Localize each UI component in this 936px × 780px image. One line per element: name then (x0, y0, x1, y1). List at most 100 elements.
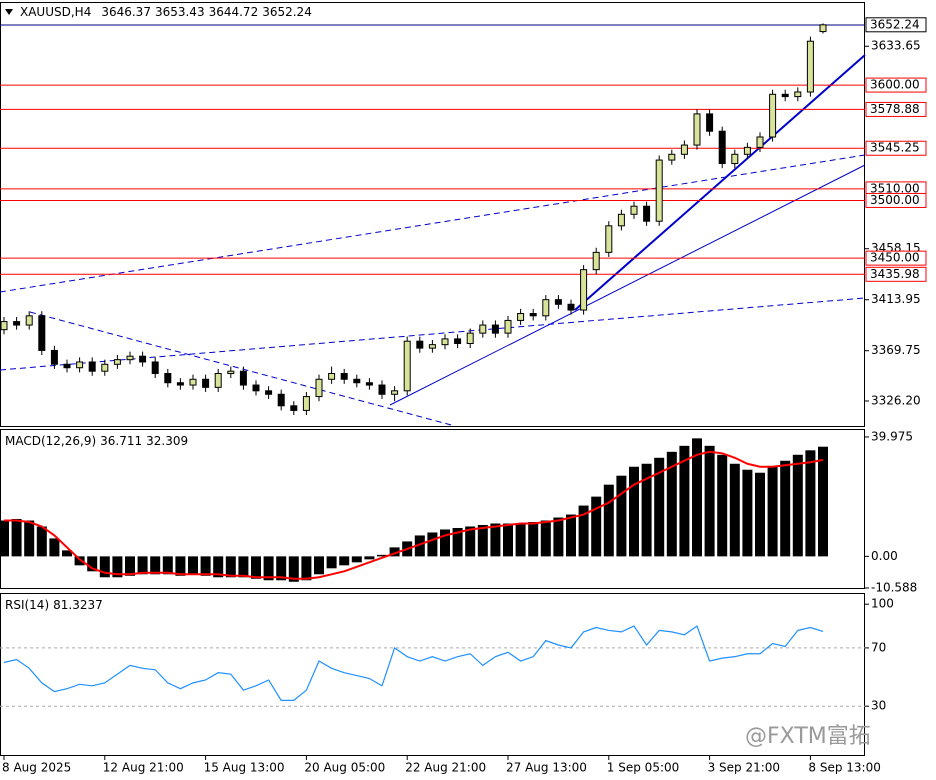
macd-bar (326, 556, 337, 569)
macd-bar (364, 556, 375, 560)
y-tick-label: 30 (871, 699, 886, 713)
candle-body (466, 332, 474, 345)
macd-bar (0, 520, 9, 557)
level-label: 3500.00 (870, 193, 920, 207)
candle-body (819, 24, 827, 33)
low-value: 3644.72 (209, 5, 259, 19)
level-label: 3578.88 (870, 102, 920, 116)
x-tick-label: 8 Sep 13:00 (808, 761, 880, 775)
level-tag (865, 140, 927, 156)
macd-bar (389, 547, 400, 557)
macd-title: MACD(12,26,9) (5, 434, 96, 448)
level-tag (865, 101, 927, 117)
macd-bar (339, 556, 350, 566)
macd-bar (490, 523, 501, 557)
candle-body (592, 251, 600, 271)
candle-body (76, 361, 84, 369)
candle-body (353, 378, 361, 384)
macd-bar (36, 526, 47, 557)
candle-body (428, 344, 436, 349)
candle-body (617, 213, 625, 227)
candle-body (391, 390, 399, 395)
macd-bar (301, 556, 312, 581)
candle-body (290, 405, 298, 411)
macd-bar (137, 556, 148, 575)
candle-body (239, 370, 247, 386)
macd-bar (616, 475, 627, 557)
macd-bar (755, 472, 765, 557)
candle-body (63, 363, 71, 369)
macd-bar (125, 556, 135, 576)
y-tick-label: 3326.20 (871, 393, 921, 407)
macd-bar (767, 466, 778, 557)
macd-bar (213, 556, 224, 578)
macd-bar (175, 556, 186, 576)
close-value: 3652.24 (262, 5, 312, 19)
macd-bar (238, 556, 249, 578)
macd-bar (150, 556, 161, 575)
macd-bar (742, 469, 753, 557)
trend-line (574, 54, 866, 311)
candle-body (88, 361, 96, 372)
y-tick-label: 0.00 (871, 549, 898, 563)
macd-bar (112, 556, 123, 578)
y-tick-label: 3369.75 (871, 343, 921, 357)
candle-body (781, 93, 789, 98)
macd-bar (440, 529, 450, 557)
candle-body (794, 91, 802, 98)
y-tick-label: 39.975 (871, 429, 913, 443)
candle-body (38, 315, 46, 351)
macd-header: MACD(12,26,9) 36.711 32.309 (5, 434, 188, 448)
candle-body (680, 144, 688, 155)
level-label: 3545.25 (870, 141, 920, 155)
candle-body (277, 393, 285, 407)
signal-value: 32.309 (146, 434, 188, 448)
candle-body (378, 384, 386, 395)
macd-bar (477, 525, 488, 557)
macd-bar (99, 556, 110, 578)
candle-body (605, 225, 613, 253)
candle-body (479, 324, 487, 334)
signal-line (4, 450, 824, 580)
rsi-title: RSI(14) (5, 598, 49, 612)
menu-arrow[interactable] (5, 9, 13, 15)
candle-body (302, 396, 310, 411)
macd-bar (62, 550, 72, 557)
level-label: 3450.00 (870, 251, 920, 265)
candle-body (643, 205, 651, 222)
candle-body (113, 359, 121, 365)
candle-body (151, 361, 159, 375)
macd-bar (377, 554, 387, 557)
macd-bar (679, 445, 690, 557)
candle-body (50, 349, 58, 365)
macd-bar (792, 454, 803, 557)
macd-bar (414, 535, 425, 557)
macd-bar (641, 463, 652, 557)
level-label: 3600.00 (870, 78, 920, 92)
macd-bar (162, 556, 173, 575)
candle-body (25, 315, 33, 326)
candle-body (340, 373, 348, 380)
rsi-value: 81.3237 (53, 598, 103, 612)
macd-bar (24, 520, 35, 557)
candle-body (13, 321, 21, 326)
rsi-header: RSI(14) 81.3237 (5, 598, 103, 612)
macd-bar (11, 519, 22, 557)
candle-body (101, 363, 109, 372)
macd-bar (540, 520, 551, 557)
candle-body (139, 355, 147, 363)
candle-body (491, 324, 499, 334)
price-tag (865, 17, 927, 33)
candle-body (529, 313, 537, 317)
candle-body (731, 153, 739, 165)
macd-bar (528, 522, 539, 557)
candle-body (0, 321, 8, 331)
candle-body (580, 269, 588, 311)
macd-bar (654, 457, 665, 557)
macd-bar (288, 556, 299, 582)
candle-body (403, 340, 411, 392)
level-tag (865, 77, 927, 93)
macd-bar (276, 556, 287, 581)
candle-body (328, 373, 336, 380)
